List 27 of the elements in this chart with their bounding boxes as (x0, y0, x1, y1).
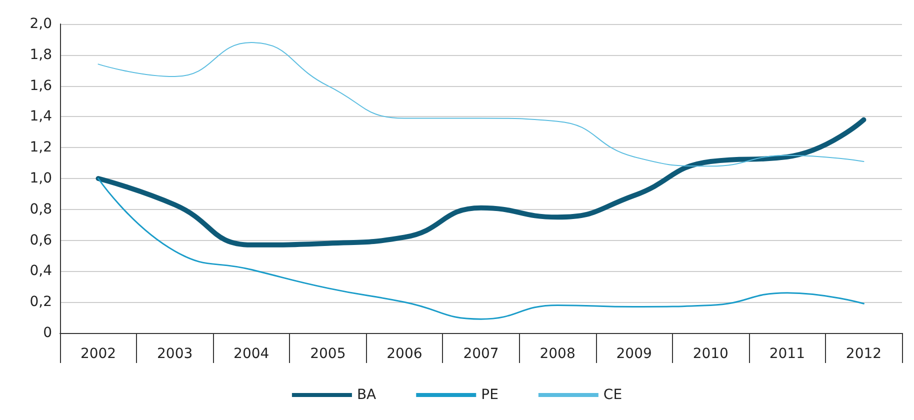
x-tick-label: 2009 (616, 346, 652, 362)
y-tick-label: 1,0 (30, 170, 52, 186)
x-tick-label: 2007 (463, 346, 499, 362)
x-tick-label: 2005 (310, 346, 346, 362)
x-tick-label: 2011 (769, 346, 805, 362)
y-tick-label: 0,2 (30, 294, 52, 310)
y-tick-label: 0,8 (30, 201, 52, 218)
y-tick-label: 1,8 (30, 46, 52, 63)
x-tick-label: 2008 (540, 346, 576, 362)
y-tick-label: 2,0 (30, 16, 52, 32)
y-tick-label: 0,6 (30, 232, 52, 248)
x-tick-label: 2010 (692, 346, 728, 362)
line-series (98, 178, 864, 320)
y-tick-label: 1,6 (30, 78, 52, 94)
x-tick-label: 2002 (80, 346, 116, 362)
y-tick-label: 1,4 (30, 108, 52, 125)
x-tick-label: 2003 (157, 346, 193, 362)
y-tick-label: 1,2 (30, 140, 52, 156)
line-series (98, 42, 864, 167)
x-tick-label: 2006 (386, 346, 422, 362)
x-tick-label: 2012 (846, 346, 882, 362)
legend-label: CE (603, 387, 622, 403)
legend-label: PE (481, 387, 498, 403)
y-tick-label: 0,4 (30, 263, 52, 280)
legend-label: BA (356, 387, 377, 403)
y-tick-label: 0 (43, 325, 52, 341)
x-tick-label: 2004 (234, 346, 270, 362)
